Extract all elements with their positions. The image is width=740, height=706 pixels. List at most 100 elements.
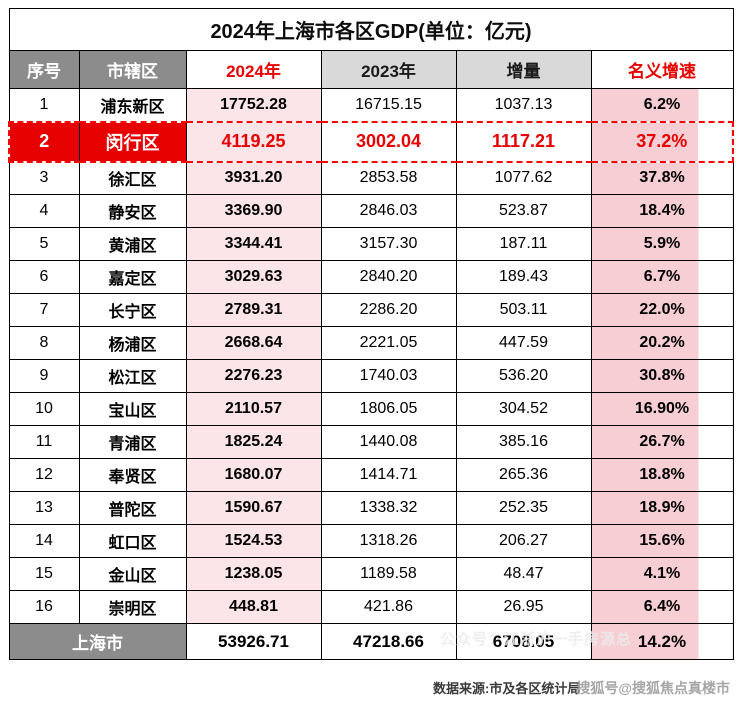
table-row: 16 崇明区 448.81 421.86 26.95 6.4% [8,590,734,624]
delta-cell: 1037.13 [455,88,592,122]
gdp-2023-cell: 1189.58 [320,557,457,591]
district-cell: 黄浦区 [78,227,187,261]
growth-cell: 37.8% [590,161,734,195]
gdp-2023-cell: 16715.15 [320,88,457,122]
delta-cell: 1117.21 [455,120,592,163]
growth-cell: 5.9% [590,227,734,261]
gdp-2023-cell: 421.86 [320,590,457,624]
gdp-2023-cell: 3002.04 [320,120,457,163]
gdp-2023-cell: 2846.03 [320,194,457,228]
gdp-2024-cell: 3029.63 [185,260,322,294]
rank-cell: 4 [8,194,80,228]
district-cell: 崇明区 [78,590,187,624]
gdp-2024-cell: 3344.41 [185,227,322,261]
col-header-2023: 2023年 [320,50,457,89]
gdp-2023-cell: 1440.08 [320,425,457,459]
total-2023-cell: 47218.66 [320,623,457,660]
gdp-2024-cell: 3931.20 [185,161,322,195]
rank-cell: 3 [8,161,80,195]
rank-cell: 8 [8,326,80,360]
table-row: 12 奉贤区 1680.07 1414.71 265.36 18.8% [8,458,734,492]
gdp-table: 2024年上海市各区GDP(单位：亿元) 序号 市辖区 2024年 2023年 … [8,8,735,660]
rank-cell: 2 [8,120,80,163]
delta-cell: 187.11 [455,227,592,261]
gdp-2024-cell: 2110.57 [185,392,322,426]
gdp-2023-cell: 1338.32 [320,491,457,525]
rank-cell: 11 [8,425,80,459]
growth-cell: 15.6% [590,524,734,558]
gdp-2024-cell: 3369.90 [185,194,322,228]
gdp-2024-cell: 1825.24 [185,425,322,459]
growth-cell: 6.7% [590,260,734,294]
delta-cell: 189.43 [455,260,592,294]
gdp-2023-cell: 1740.03 [320,359,457,393]
gdp-2024-cell: 1524.53 [185,524,322,558]
growth-cell: 18.4% [590,194,734,228]
delta-cell: 385.16 [455,425,592,459]
growth-cell: 20.2% [590,326,734,360]
gdp-2023-cell: 2853.58 [320,161,457,195]
rank-cell: 15 [8,557,80,591]
delta-cell: 206.27 [455,524,592,558]
district-cell: 杨浦区 [78,326,187,360]
gdp-2024-cell: 4119.25 [185,120,322,163]
growth-cell: 4.1% [590,557,734,591]
col-header-district: 市辖区 [78,50,187,89]
table-row: 14 虹口区 1524.53 1318.26 206.27 15.6% [8,524,734,558]
district-cell: 宝山区 [78,392,187,426]
rank-cell: 7 [8,293,80,327]
delta-cell: 447.59 [455,326,592,360]
delta-cell: 26.95 [455,590,592,624]
table-body: 1 浦东新区 17752.28 16715.15 1037.13 6.2% 2 … [8,88,735,624]
growth-cell: 22.0% [590,293,734,327]
district-cell: 嘉定区 [78,260,187,294]
table-row: 4 静安区 3369.90 2846.03 523.87 18.4% [8,194,734,228]
delta-cell: 1077.62 [455,161,592,195]
gdp-2023-cell: 3157.30 [320,227,457,261]
delta-cell: 304.52 [455,392,592,426]
rank-cell: 1 [8,88,80,122]
rank-cell: 14 [8,524,80,558]
page-title: 2024年上海市各区GDP(单位：亿元) [8,8,734,51]
delta-cell: 503.11 [455,293,592,327]
gdp-2023-cell: 2221.05 [320,326,457,360]
rank-cell: 16 [8,590,80,624]
col-header-delta: 增量 [455,50,592,89]
table-row: 15 金山区 1238.05 1189.58 48.47 4.1% [8,557,734,591]
rank-cell: 10 [8,392,80,426]
gdp-2023-cell: 2840.20 [320,260,457,294]
gdp-2024-cell: 2276.23 [185,359,322,393]
growth-cell: 26.7% [590,425,734,459]
district-cell: 虹口区 [78,524,187,558]
gdp-2024-cell: 448.81 [185,590,322,624]
district-cell: 闵行区 [78,120,187,163]
gdp-2023-cell: 1318.26 [320,524,457,558]
district-cell: 金山区 [78,557,187,591]
col-header-2024: 2024年 [185,50,322,89]
growth-cell: 30.8% [590,359,734,393]
rank-cell: 12 [8,458,80,492]
gdp-2024-cell: 1590.67 [185,491,322,525]
table-row: 1 浦东新区 17752.28 16715.15 1037.13 6.2% [8,88,734,122]
delta-cell: 48.47 [455,557,592,591]
total-label-cell: 上海市 [8,623,187,660]
right-watermark: 搜狐号@搜狐焦点真楼市 [576,680,730,696]
rank-cell: 13 [8,491,80,525]
table-row: 7 长宁区 2789.31 2286.20 503.11 22.0% [8,293,734,327]
rank-cell: 9 [8,359,80,393]
table-row: 10 宝山区 2110.57 1806.05 304.52 16.90% [8,392,734,426]
table-row: 13 普陀区 1590.67 1338.32 252.35 18.9% [8,491,734,525]
gdp-2024-cell: 1680.07 [185,458,322,492]
table-row: 5 黄浦区 3344.41 3157.30 187.11 5.9% [8,227,734,261]
growth-cell: 18.9% [590,491,734,525]
table-row: 3 徐汇区 3931.20 2853.58 1077.62 37.8% [8,161,734,195]
gdp-2023-cell: 1806.05 [320,392,457,426]
table-row: 9 松江区 2276.23 1740.03 536.20 30.8% [8,359,734,393]
delta-cell: 523.87 [455,194,592,228]
table-row: 11 青浦区 1825.24 1440.08 385.16 26.7% [8,425,734,459]
table-title-row: 2024年上海市各区GDP(单位：亿元) [8,8,734,51]
growth-cell: 6.4% [590,590,734,624]
rank-cell: 5 [8,227,80,261]
delta-cell: 252.35 [455,491,592,525]
